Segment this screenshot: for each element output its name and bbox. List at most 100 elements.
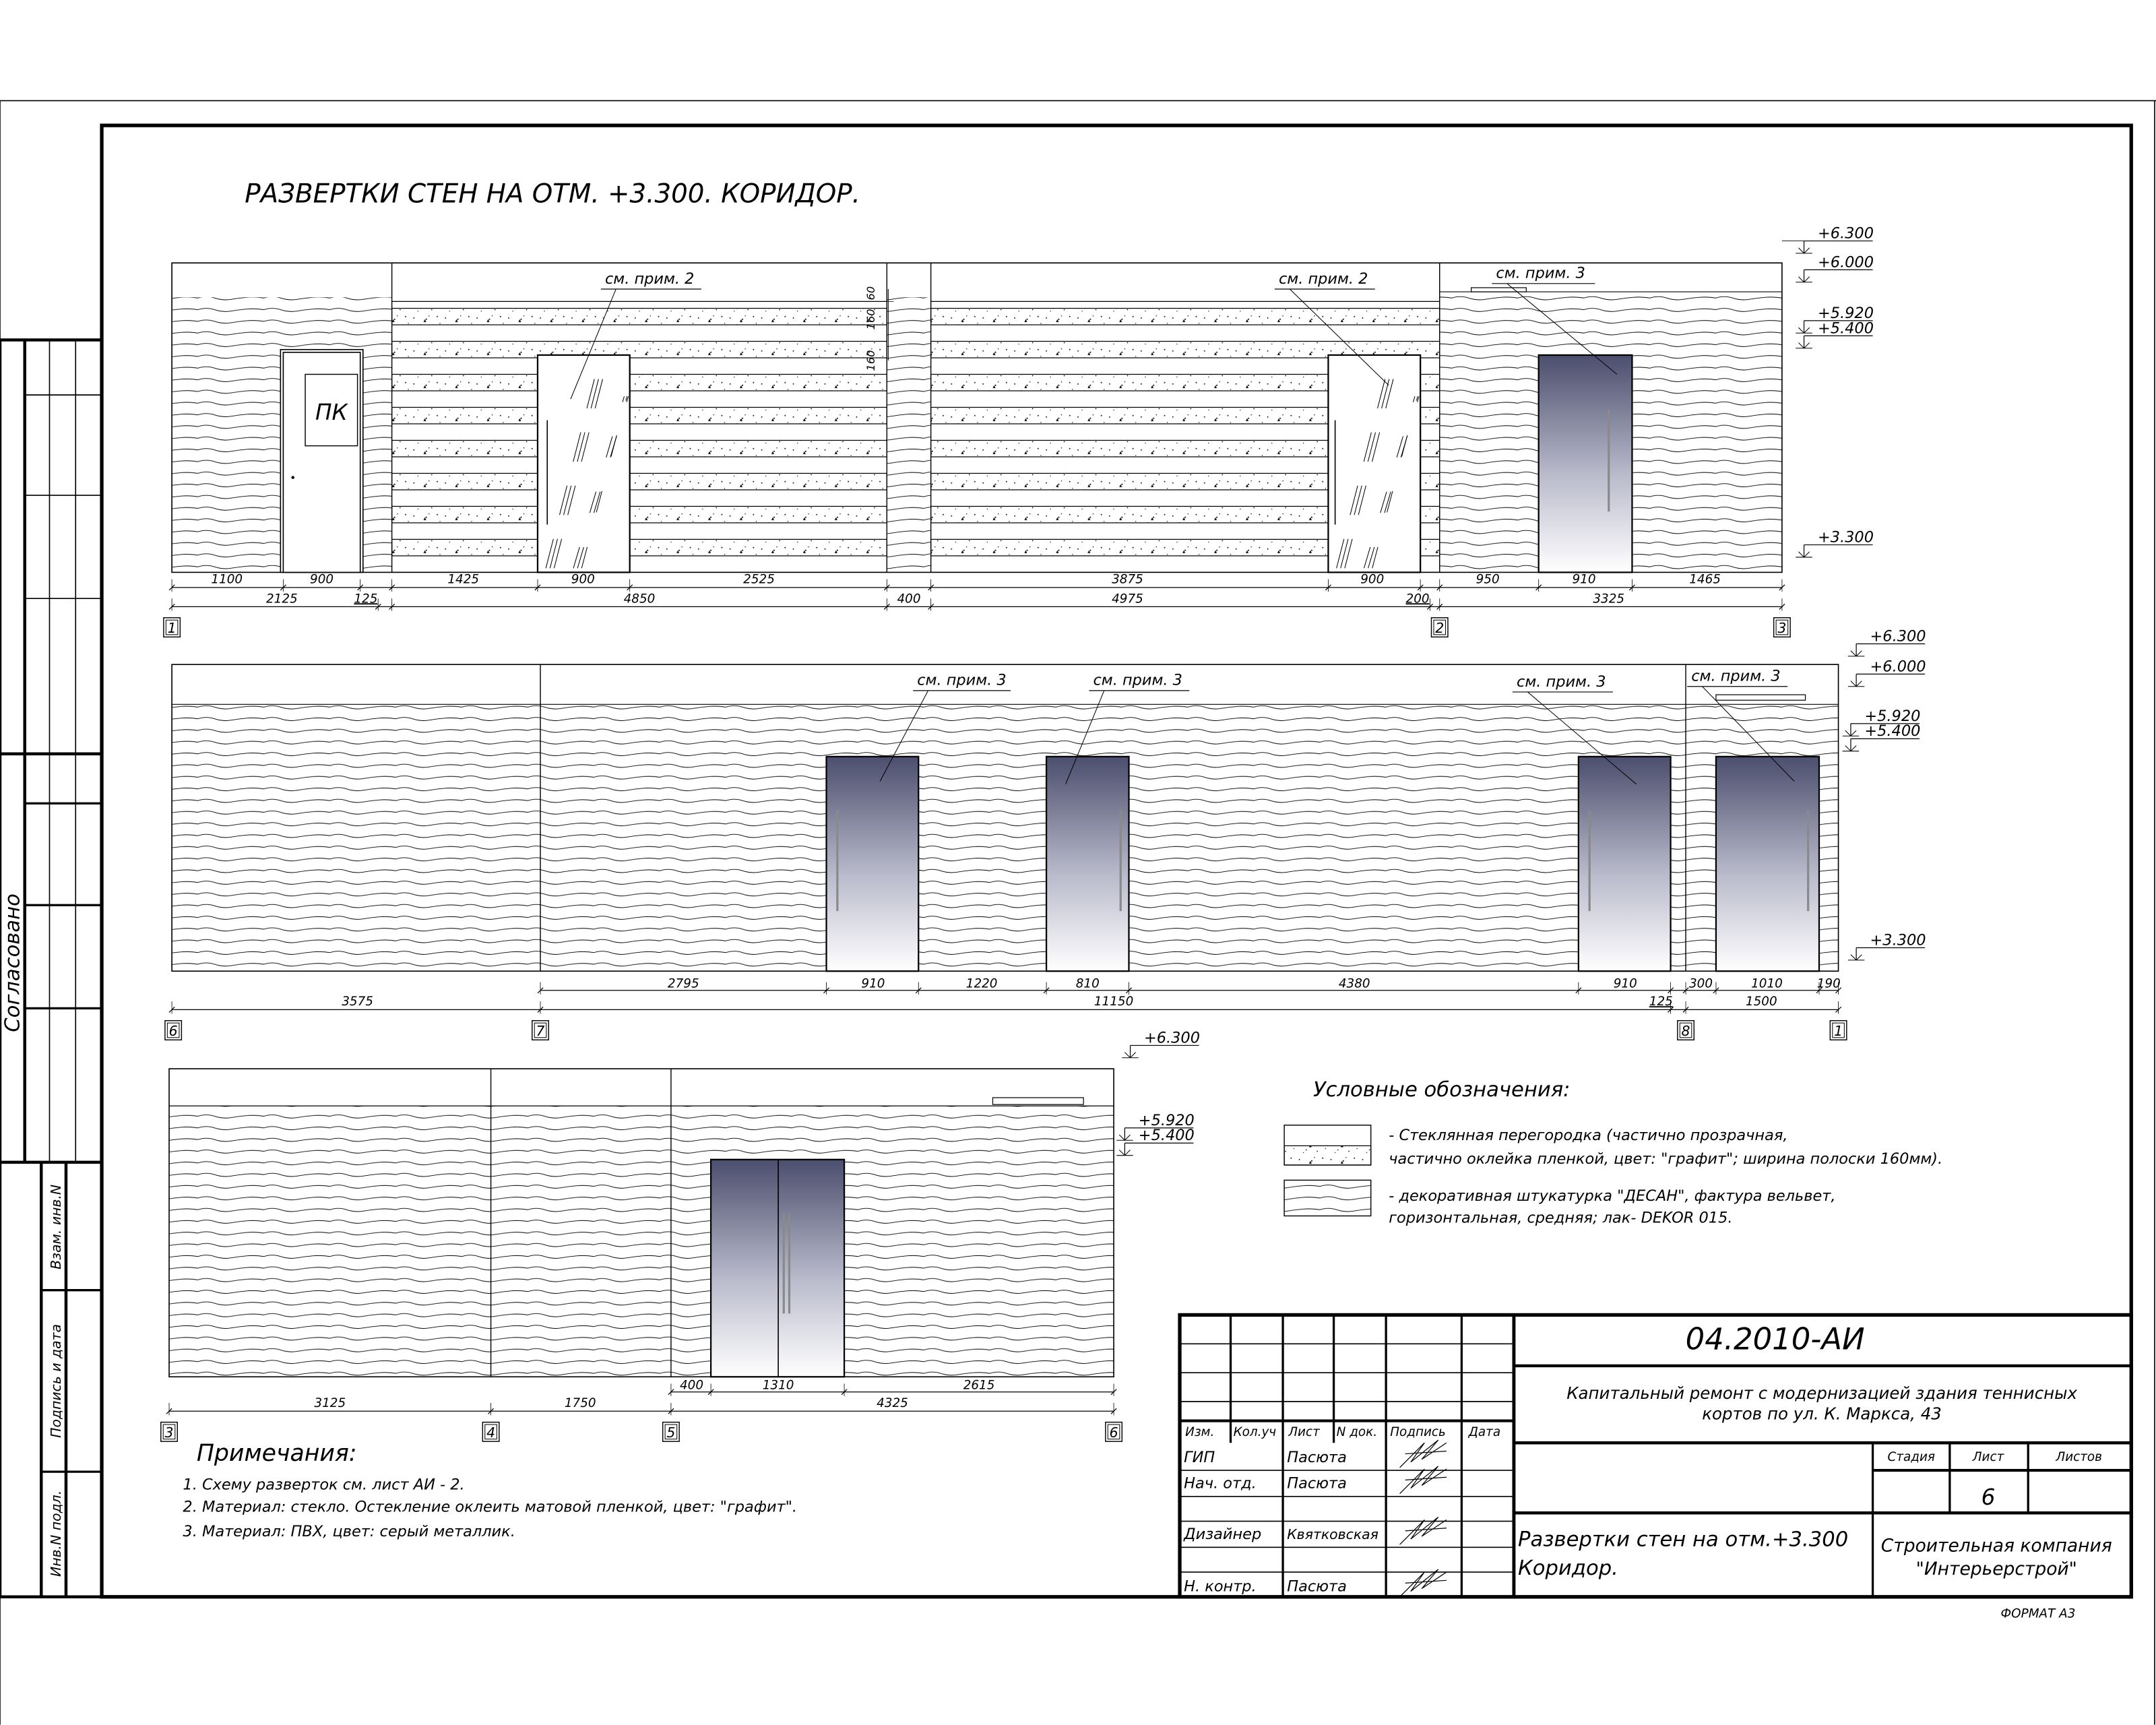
dimension-tick [1417, 584, 1424, 591]
axis-label: 7 [536, 1023, 545, 1039]
callout-leader [1527, 691, 1637, 785]
drawing-title: Развертки стен на отм.+3.300 [1518, 1528, 1848, 1551]
level-mark: +5.920 [1864, 708, 1920, 725]
dimension-label: 900 [310, 573, 334, 587]
axis-label: 1 [1834, 1023, 1843, 1039]
dimension-label: 400 [897, 592, 920, 606]
tb-header-label: Дата [1468, 1425, 1501, 1439]
tb-name: Пасюта [1287, 1578, 1347, 1596]
axis-marker-inner [165, 619, 179, 635]
dimension-tick [883, 603, 890, 610]
axis-label: 4 [486, 1424, 495, 1441]
left-stamp [0, 338, 104, 1599]
glass-film-strip [391, 373, 887, 391]
axis-marker-inner [1832, 1022, 1845, 1038]
dimension-label: 1100 [211, 573, 243, 587]
dimension-label: 910 [1614, 977, 1637, 991]
tb-role: Нач. отд. [1184, 1475, 1257, 1493]
signature [1399, 1569, 1447, 1598]
dimension-tick [1628, 584, 1635, 591]
plaster-area [172, 704, 1839, 972]
notes-title: Примечания: [197, 1440, 357, 1467]
level-mark: +6.300 [1144, 1029, 1200, 1046]
dimension-tick [1835, 987, 1842, 994]
level-arrow [1798, 327, 1804, 334]
level-mark: +3.300 [1870, 931, 1926, 949]
level-mark: +6.000 [1818, 253, 1874, 271]
dimension-tick [1682, 987, 1689, 994]
level-arrow [1850, 730, 1857, 736]
axis-marker [160, 1421, 178, 1442]
dimension-label: 1750 [565, 1396, 596, 1410]
level-arrow [1130, 1052, 1137, 1059]
tb-role: Дизайнер [1183, 1526, 1261, 1543]
level-arrow [1850, 745, 1857, 752]
dimension-tick [1779, 584, 1785, 591]
dimension-label: 900 [571, 573, 595, 587]
glass-hatch [549, 358, 604, 569]
axis-label: 6 [169, 1023, 178, 1039]
dimension-label: 900 [1360, 573, 1384, 587]
stamp-replaced-inv-label: Взам. инв.N [48, 1185, 64, 1269]
dimension-tick [280, 584, 286, 591]
legend-title: Условные обозначения: [1313, 1078, 1570, 1102]
legend-item-text: - декоративная штукатурка "ДЕСАН", факту… [1389, 1187, 1835, 1205]
callout-label: см. прим. 2 [1279, 270, 1368, 288]
callout-leader [879, 690, 929, 782]
callout-leader [1702, 686, 1795, 782]
callout-leader [570, 288, 616, 400]
level-arrow [1804, 327, 1810, 334]
tb-sheet-label: Лист [1972, 1450, 2005, 1464]
tb-stage-label: Стадия [1888, 1450, 1935, 1464]
axis-marker-inner [484, 1424, 497, 1440]
tb-header-label: Кол.уч [1234, 1425, 1277, 1439]
dimension-tick [915, 987, 922, 994]
axis-marker [164, 1020, 183, 1040]
legend-item-text: - Стеклянная перегородка (частично прозр… [1389, 1127, 1787, 1144]
fire-cabinet-label: ПК [315, 400, 349, 425]
plaster-area [169, 1106, 1114, 1377]
dimension-label: 300 [1689, 977, 1713, 991]
level-mark: +5.400 [1864, 722, 1920, 740]
strip-dim-label: 60 [864, 286, 877, 301]
dimension-tick [389, 584, 395, 591]
ceiling-notch [1715, 694, 1806, 701]
ceiling-notch [992, 1097, 1084, 1105]
note-item: 2. Материал: стекло. Остекление оклеить … [183, 1498, 797, 1515]
dimension-tick [668, 1389, 674, 1395]
legend-item-text: горизонтальная, средняя; лак- DEKOR 015. [1389, 1210, 1732, 1227]
door-knob [291, 476, 294, 479]
dimension-label: 950 [1476, 573, 1500, 587]
callout-label: см. прим. 3 [1093, 672, 1182, 689]
strip-dim-label: 160 [864, 350, 877, 371]
title-block [1178, 1313, 2133, 1599]
level-arrow [1118, 1150, 1125, 1156]
dimension-tick [168, 584, 175, 591]
axis-marker-inner [166, 1022, 180, 1038]
axis-marker-inner [534, 1022, 547, 1038]
note-item: 3. Материал: ПВХ, цвет: серый металлик. [183, 1523, 515, 1540]
stamp-inv-original-label: Инв.N подл. [48, 1491, 64, 1577]
dimension-tick [1043, 987, 1050, 994]
dimension-tick [1535, 584, 1542, 591]
dimension-label: 4325 [877, 1396, 908, 1410]
level-arrow [1850, 954, 1857, 961]
axis-marker [532, 1020, 549, 1040]
tb-name: Пасюта [1287, 1475, 1347, 1493]
axis-marker-inner [1679, 1022, 1692, 1038]
axis-label: 1 [168, 620, 177, 636]
level-arrow [1845, 745, 1851, 752]
dimension-label: 4380 [1339, 977, 1370, 991]
tb-role: ГИП [1184, 1449, 1215, 1466]
glass-film-strip [930, 307, 1440, 325]
level-arrow [1845, 730, 1851, 736]
callout-label: см. прим. 3 [917, 672, 1007, 689]
dimension-tick [1779, 603, 1785, 610]
tb-header-label: Лист [1288, 1425, 1321, 1439]
level-arrow [1804, 342, 1810, 349]
dimension-label: 910 [1572, 573, 1595, 587]
level-mark: +5.400 [1818, 319, 1874, 337]
project-code: 04.2010-АИ [1686, 1321, 1865, 1356]
level-arrow [1798, 551, 1804, 558]
glass-film-strip [391, 340, 887, 358]
